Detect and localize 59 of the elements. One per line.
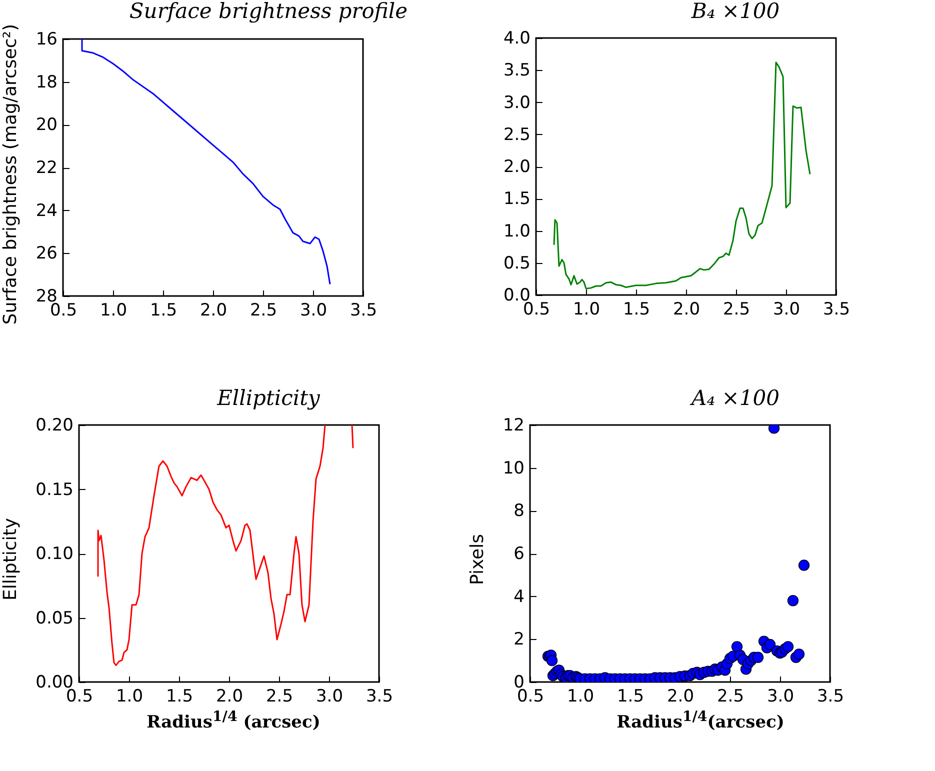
x-tick-label: 3.0 bbox=[766, 686, 794, 706]
y-tick-label: 2.5 bbox=[503, 124, 530, 145]
chart-title: B₄ ×100 bbox=[690, 0, 781, 24]
chart-title: A₄ ×100 bbox=[689, 386, 780, 411]
line-series bbox=[81, 39, 331, 286]
x-tick-label: 3.5 bbox=[816, 686, 844, 706]
x-tick-label: 2.0 bbox=[216, 686, 244, 706]
x-tick-label: 3.5 bbox=[366, 686, 394, 706]
chart-title: Surface brightness profile bbox=[128, 0, 409, 24]
x-tick-label: 3.5 bbox=[822, 300, 850, 320]
x-tick-label: 2.5 bbox=[250, 300, 278, 321]
x-tick-label: 1.5 bbox=[166, 686, 194, 706]
x-tick-label: 3.0 bbox=[316, 686, 344, 706]
y-tick-label: 8 bbox=[514, 500, 524, 521]
y-tick-label: 26 bbox=[36, 244, 58, 264]
y-tick-label: 3.5 bbox=[503, 60, 530, 81]
y-tick-label: 1.0 bbox=[503, 221, 530, 242]
x-tick-label: 2.5 bbox=[716, 686, 744, 706]
line-series bbox=[553, 62, 811, 290]
x-tick-label: 1.0 bbox=[100, 300, 128, 321]
x-tick-label: 1.5 bbox=[616, 686, 644, 706]
y-tick-label: 0.5 bbox=[503, 253, 530, 274]
x-tick-label: 1.5 bbox=[622, 300, 650, 320]
y-tick-label: 0.05 bbox=[36, 608, 74, 628]
x-tick-label: 2.5 bbox=[266, 686, 294, 706]
x-tick-label: 1.5 bbox=[150, 300, 178, 321]
y-tick-label: 4 bbox=[514, 586, 524, 606]
y-axis-title: Ellipticity bbox=[0, 518, 22, 601]
y-tick-label: 20 bbox=[36, 115, 58, 136]
x-tick-label: 2.0 bbox=[200, 300, 228, 321]
x-tick-label: 2.5 bbox=[722, 300, 750, 320]
y-tick-label: 10 bbox=[502, 458, 524, 478]
x-axis-title: Radius$^{1/4}$ (arcsec) bbox=[146, 708, 322, 732]
x-tick-label: 3.5 bbox=[350, 300, 378, 321]
x-tick-label: 3.0 bbox=[300, 300, 328, 321]
x-tick-label: 1.0 bbox=[116, 686, 144, 706]
y-tick-label: 0.15 bbox=[36, 479, 74, 500]
x-tick-label: 3.0 bbox=[772, 300, 800, 320]
chart-title: Ellipticity bbox=[216, 386, 321, 411]
y-tick-label: 22 bbox=[36, 158, 58, 178]
y-tick-label: 4.0 bbox=[503, 28, 530, 48]
x-tick-label: 2.0 bbox=[672, 300, 700, 320]
y-tick-label: 0.10 bbox=[36, 544, 74, 564]
y-axis-title: Surface brightness (mag/arcsec²) bbox=[0, 24, 22, 325]
y-tick-label: 1.5 bbox=[503, 189, 530, 210]
y-tick-label: 2.0 bbox=[503, 157, 530, 177]
x-axis-title: Radius$^{1/4}$(arcsec) bbox=[616, 708, 786, 732]
x-tick-label: 1.0 bbox=[566, 686, 594, 706]
y-tick-label: 3.0 bbox=[503, 92, 530, 113]
x-tick-label: 2.0 bbox=[666, 686, 694, 706]
y-tick-label: 16 bbox=[36, 30, 58, 50]
y-tick-label: 6 bbox=[514, 544, 524, 564]
y-tick-label: 18 bbox=[36, 72, 58, 93]
y-tick-label: 12 bbox=[502, 415, 524, 436]
y-axis-title: Pixels bbox=[467, 534, 489, 586]
y-tick-label: 0.20 bbox=[36, 415, 74, 436]
y-tick-label: 2 bbox=[514, 629, 524, 650]
x-tick-label: 1.0 bbox=[572, 300, 600, 320]
y-tick-label: 24 bbox=[36, 201, 58, 222]
